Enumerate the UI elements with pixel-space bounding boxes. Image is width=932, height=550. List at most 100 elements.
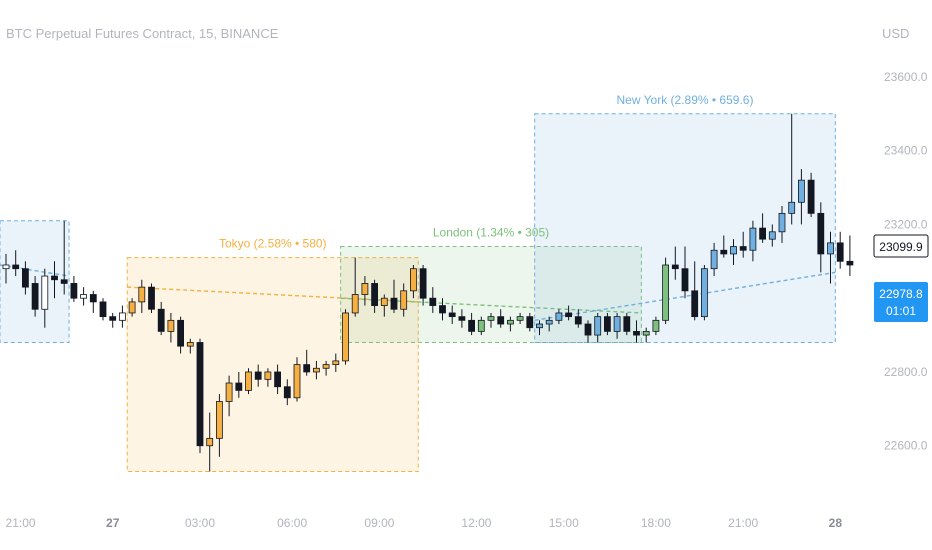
time-tick-label: 09:00 <box>364 516 394 530</box>
candle <box>652 319 660 332</box>
candle <box>720 249 728 255</box>
candle <box>681 268 689 292</box>
candle <box>497 316 505 325</box>
session-boxes <box>0 113 836 473</box>
candle <box>89 294 97 303</box>
session-box-tokyo <box>126 257 419 473</box>
candle <box>274 371 282 388</box>
candle <box>477 319 485 332</box>
candle <box>128 301 136 314</box>
prev-price-tag: 23099.9 <box>873 234 929 258</box>
candle <box>448 312 456 318</box>
time-tick-label: 21:00 <box>6 516 36 530</box>
time-axis[interactable]: 21:00 27 03:00 06:00 09:00 12:00 15:00 18:00 21:… <box>6 516 843 530</box>
candle <box>642 330 650 336</box>
candle <box>429 297 437 306</box>
candle <box>798 179 805 203</box>
session-open-close-line-prev <box>0 264 70 277</box>
candle <box>662 264 669 321</box>
candle <box>565 312 572 318</box>
candle <box>749 227 757 251</box>
candle <box>730 246 737 255</box>
candle <box>138 286 146 303</box>
candle <box>380 297 388 306</box>
time-tick-label: 18:00 <box>641 516 671 530</box>
candle <box>458 316 466 321</box>
candle <box>206 437 214 447</box>
candle <box>177 319 185 347</box>
candle <box>701 268 708 318</box>
candle <box>51 275 58 281</box>
session-box-newyork <box>534 113 836 343</box>
candles <box>2 113 854 472</box>
candle <box>613 316 621 332</box>
candle <box>371 283 379 306</box>
candle <box>574 316 582 325</box>
candle <box>400 290 408 310</box>
candle <box>109 316 117 321</box>
candle <box>555 312 563 321</box>
session-open-close-line-newyork <box>534 271 836 322</box>
candle <box>293 364 301 399</box>
candle <box>439 305 446 314</box>
candle <box>788 201 796 214</box>
currency-label: USD <box>882 26 909 41</box>
price-tick-label: 22800.0 <box>884 365 928 379</box>
candle <box>545 319 553 325</box>
candle <box>807 179 815 214</box>
last-price-tag: 22978.8 01:01 <box>874 282 928 322</box>
candle <box>633 330 640 336</box>
candle <box>817 212 825 255</box>
candle <box>623 316 631 332</box>
price-axis[interactable]: 22600.022800.023000.023200.023400.023600… <box>884 70 928 453</box>
candle <box>739 246 747 251</box>
candle <box>322 364 330 369</box>
candle <box>671 264 679 270</box>
candle <box>41 275 49 310</box>
session-label-newyork: New York (2.89% • 659.6) <box>617 93 754 107</box>
candle <box>254 371 262 380</box>
candle <box>80 294 87 299</box>
candle <box>468 319 476 332</box>
candle <box>342 312 349 362</box>
candle <box>119 312 126 321</box>
last-price-value: 22978.8 <box>879 287 923 301</box>
candle <box>487 316 495 321</box>
candle <box>710 249 718 270</box>
candle <box>31 283 39 310</box>
time-tick-label: 12:00 <box>461 516 491 530</box>
candle <box>2 264 10 270</box>
candle <box>99 301 107 318</box>
candle <box>264 371 272 380</box>
candle <box>70 283 78 299</box>
candle <box>516 316 524 321</box>
time-tick-label: 15:00 <box>549 516 579 530</box>
candle <box>594 316 602 336</box>
candle <box>351 294 359 314</box>
candle <box>836 242 844 262</box>
prev-price-value: 23099.9 <box>879 240 923 254</box>
candle <box>283 386 291 399</box>
candle <box>245 371 252 391</box>
candle <box>303 364 311 373</box>
candle <box>409 268 417 292</box>
candle <box>584 323 592 336</box>
candle <box>778 212 786 233</box>
candle <box>21 268 29 288</box>
candle <box>768 231 776 240</box>
candle <box>526 316 534 329</box>
candle <box>196 342 204 447</box>
candle <box>536 323 543 329</box>
candle <box>312 367 320 373</box>
candle <box>506 319 514 325</box>
candle <box>186 342 194 347</box>
candle <box>846 260 854 266</box>
session-labels: Tokyo (2.58% • 580) London (1.34% • 305) N… <box>219 93 754 251</box>
candle <box>148 286 155 310</box>
price-tick-label: 23600.0 <box>884 70 928 84</box>
price-tick-label: 23400.0 <box>884 144 928 158</box>
candle <box>235 382 243 391</box>
time-tick-label: 21:00 <box>728 516 758 530</box>
candle <box>332 360 340 365</box>
